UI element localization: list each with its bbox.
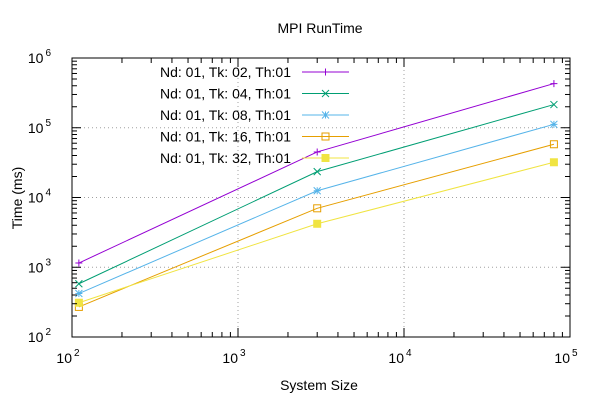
legend-entry: Nd: 01, Tk: 16, Th:01 bbox=[160, 129, 349, 145]
x-axis-title: System Size bbox=[280, 377, 358, 393]
y-tick-label: 10 6 bbox=[28, 48, 52, 66]
data-point bbox=[321, 111, 330, 119]
legend-label: Nd: 01, Tk: 32, Th:01 bbox=[160, 150, 291, 166]
x-tick-label: 10 3 bbox=[222, 348, 246, 366]
y-tick-label: 10 4 bbox=[28, 188, 52, 206]
series-3 bbox=[75, 120, 558, 298]
x-tick-label: 10 5 bbox=[554, 348, 578, 366]
legend-entry: Nd: 01, Tk: 04, Th:01 bbox=[160, 86, 349, 102]
chart-title: MPI RunTime bbox=[277, 20, 362, 36]
data-point bbox=[322, 68, 329, 76]
series-line bbox=[78, 104, 555, 285]
series-1 bbox=[75, 80, 558, 267]
series-line bbox=[78, 83, 555, 264]
series-2 bbox=[75, 100, 558, 288]
y-tick-label: 10 5 bbox=[28, 118, 52, 136]
y-tick-label: 10 3 bbox=[28, 257, 52, 275]
data-point bbox=[321, 132, 330, 141]
data-point bbox=[313, 167, 322, 176]
legend-label: Nd: 01, Tk: 02, Th:01 bbox=[160, 64, 291, 80]
data-point bbox=[321, 89, 330, 98]
axes: 10 2 10 3 10 4 10 5 10 2 10 3 10 4 10 5 10 6 bbox=[28, 48, 578, 366]
legend-entry: Nd: 01, Tk: 32, Th:01 bbox=[160, 150, 349, 166]
data-point bbox=[75, 279, 83, 288]
legend-entry: Nd: 01, Tk: 02, Th:01 bbox=[160, 64, 349, 80]
grid bbox=[72, 58, 570, 337]
data-point bbox=[550, 120, 558, 129]
series-line bbox=[78, 143, 555, 308]
data-point bbox=[313, 204, 322, 213]
series-5 bbox=[74, 158, 558, 307]
data-point bbox=[549, 140, 558, 149]
data-point bbox=[550, 100, 558, 109]
y-axis-title: Time (ms) bbox=[9, 167, 25, 229]
data-point bbox=[74, 298, 83, 307]
legend-label: Nd: 01, Tk: 08, Th:01 bbox=[160, 107, 291, 123]
y-tick-label: 10 2 bbox=[28, 327, 52, 345]
data-point bbox=[75, 259, 83, 267]
data-point bbox=[313, 186, 322, 195]
data-point bbox=[313, 148, 321, 156]
legend: Nd: 01, Tk: 02, Th:01 Nd: 01, Tk: 04, Th:… bbox=[160, 64, 349, 166]
legend-entry: Nd: 01, Tk: 08, Th:01 bbox=[160, 107, 349, 123]
data-point bbox=[321, 154, 330, 162]
data-point bbox=[550, 80, 558, 88]
plot-series bbox=[74, 80, 558, 311]
data-point bbox=[313, 219, 322, 228]
data-point bbox=[549, 158, 558, 167]
legend-label: Nd: 01, Tk: 04, Th:01 bbox=[160, 86, 291, 102]
x-tick-label: 10 4 bbox=[388, 348, 412, 366]
series-line bbox=[78, 161, 555, 304]
x-tick-label: 10 2 bbox=[56, 348, 80, 366]
data-point bbox=[75, 289, 83, 298]
legend-label: Nd: 01, Tk: 16, Th:01 bbox=[160, 129, 291, 145]
series-4 bbox=[74, 140, 558, 311]
